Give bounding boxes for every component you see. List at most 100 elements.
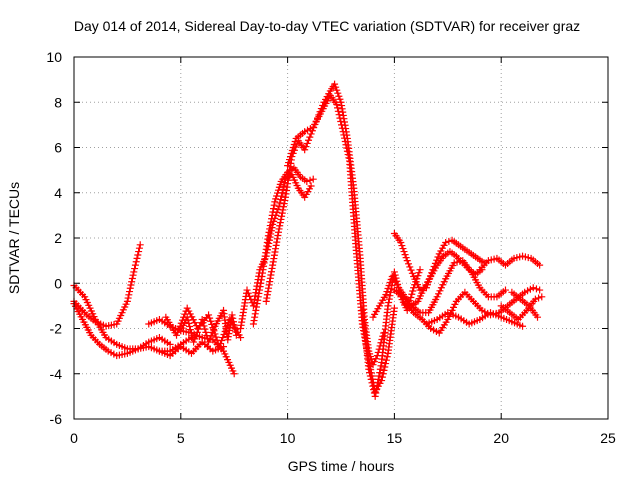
trail-marker	[289, 144, 297, 151]
data-point	[403, 257, 411, 265]
trail-marker	[256, 283, 264, 291]
trail-marker	[126, 288, 134, 296]
trail-marker	[185, 319, 193, 327]
trail-marker	[276, 199, 284, 207]
trail-marker	[270, 201, 278, 209]
trail-marker	[366, 369, 374, 377]
trail-marker	[374, 375, 382, 383]
trail-marker	[251, 310, 259, 318]
trail-marker	[206, 314, 214, 322]
data-point	[220, 343, 228, 351]
trail-marker	[279, 185, 287, 193]
data-point	[275, 225, 283, 233]
data-point	[501, 286, 509, 294]
trail-marker	[128, 274, 136, 282]
trail-marker	[209, 324, 217, 332]
trail-marker	[280, 200, 288, 208]
trail-marker	[409, 287, 417, 295]
chart-title: Day 014 of 2014, Sidereal Day-to-day VTE…	[74, 18, 580, 34]
series-satellite-track-15	[390, 257, 509, 317]
trail-marker	[433, 256, 441, 264]
trail-marker	[535, 294, 543, 302]
trail-marker	[434, 253, 442, 261]
trail-marker	[373, 382, 381, 390]
trail-marker	[126, 284, 134, 292]
trail-marker	[252, 306, 260, 314]
y-tick-label: 2	[54, 230, 62, 246]
trail-marker	[132, 258, 140, 266]
trail-marker	[370, 358, 378, 366]
trail-marker	[332, 83, 340, 91]
data-point	[534, 313, 542, 321]
trail-marker	[251, 313, 259, 321]
trail-marker	[427, 272, 435, 280]
trail-marker	[252, 303, 260, 311]
trail-marker	[127, 281, 135, 289]
trail-marker	[207, 332, 215, 340]
trail-marker	[428, 269, 436, 277]
trail-marker	[131, 261, 139, 269]
data-point	[536, 286, 544, 294]
trail-marker	[278, 209, 286, 217]
data-point	[237, 334, 245, 342]
trail-marker	[254, 296, 262, 304]
x-tick-label: 10	[280, 430, 296, 446]
trail-marker	[426, 275, 434, 283]
trail-marker	[437, 284, 445, 292]
data-point	[284, 162, 292, 170]
data-point	[390, 304, 398, 312]
series-satellite-track-6	[162, 304, 245, 351]
trail-marker	[384, 285, 392, 293]
trail-marker	[343, 144, 351, 152]
data-point	[173, 331, 181, 339]
trail-marker	[201, 325, 209, 333]
trail-marker	[285, 156, 293, 164]
trail-marker	[256, 286, 264, 294]
data-series	[70, 80, 546, 400]
series-satellite-track-17	[422, 309, 527, 330]
series-satellite-track-9	[249, 164, 317, 328]
trail-marker	[253, 300, 261, 308]
trail-marker	[186, 326, 194, 334]
trail-marker	[288, 147, 296, 155]
trail-marker	[344, 151, 352, 159]
trail-marker	[192, 332, 200, 340]
data-point	[166, 340, 174, 348]
x-tick-label: 20	[493, 430, 509, 446]
trail-marker	[382, 360, 390, 368]
x-tick-labels: 0 5 10 15 20 25	[70, 430, 616, 446]
trail-marker	[128, 278, 136, 286]
series-satellite-track-16	[401, 284, 544, 337]
trail-marker	[187, 329, 195, 337]
trail-marker	[345, 154, 353, 162]
series-satellite-track-7	[155, 338, 228, 360]
trail-marker	[415, 269, 423, 277]
trail-marker	[133, 254, 141, 262]
trail-marker	[338, 124, 346, 132]
data-point	[130, 268, 138, 276]
data-point	[397, 239, 405, 247]
trail-marker	[336, 114, 344, 122]
y-tick-label: -2	[50, 321, 63, 337]
trail-marker	[208, 320, 216, 328]
data-point	[228, 311, 236, 319]
trail-marker	[220, 331, 228, 339]
series-satellite-track-3	[70, 300, 174, 360]
trail-marker	[306, 133, 314, 141]
trail-marker	[186, 323, 194, 331]
trail-marker	[135, 248, 143, 256]
trail-marker	[266, 225, 274, 233]
trail-marker	[335, 92, 343, 100]
trail-marker	[407, 266, 415, 274]
trail-marker	[383, 288, 391, 296]
trail-marker	[219, 334, 227, 342]
data-point	[422, 284, 430, 292]
trail-marker	[134, 251, 142, 259]
trail-marker	[125, 291, 133, 299]
data-point	[416, 266, 424, 274]
trail-marker	[191, 335, 199, 343]
trail-marker	[334, 107, 342, 115]
trail-marker	[257, 276, 265, 284]
trail-marker	[129, 271, 137, 279]
data-point	[538, 293, 546, 301]
